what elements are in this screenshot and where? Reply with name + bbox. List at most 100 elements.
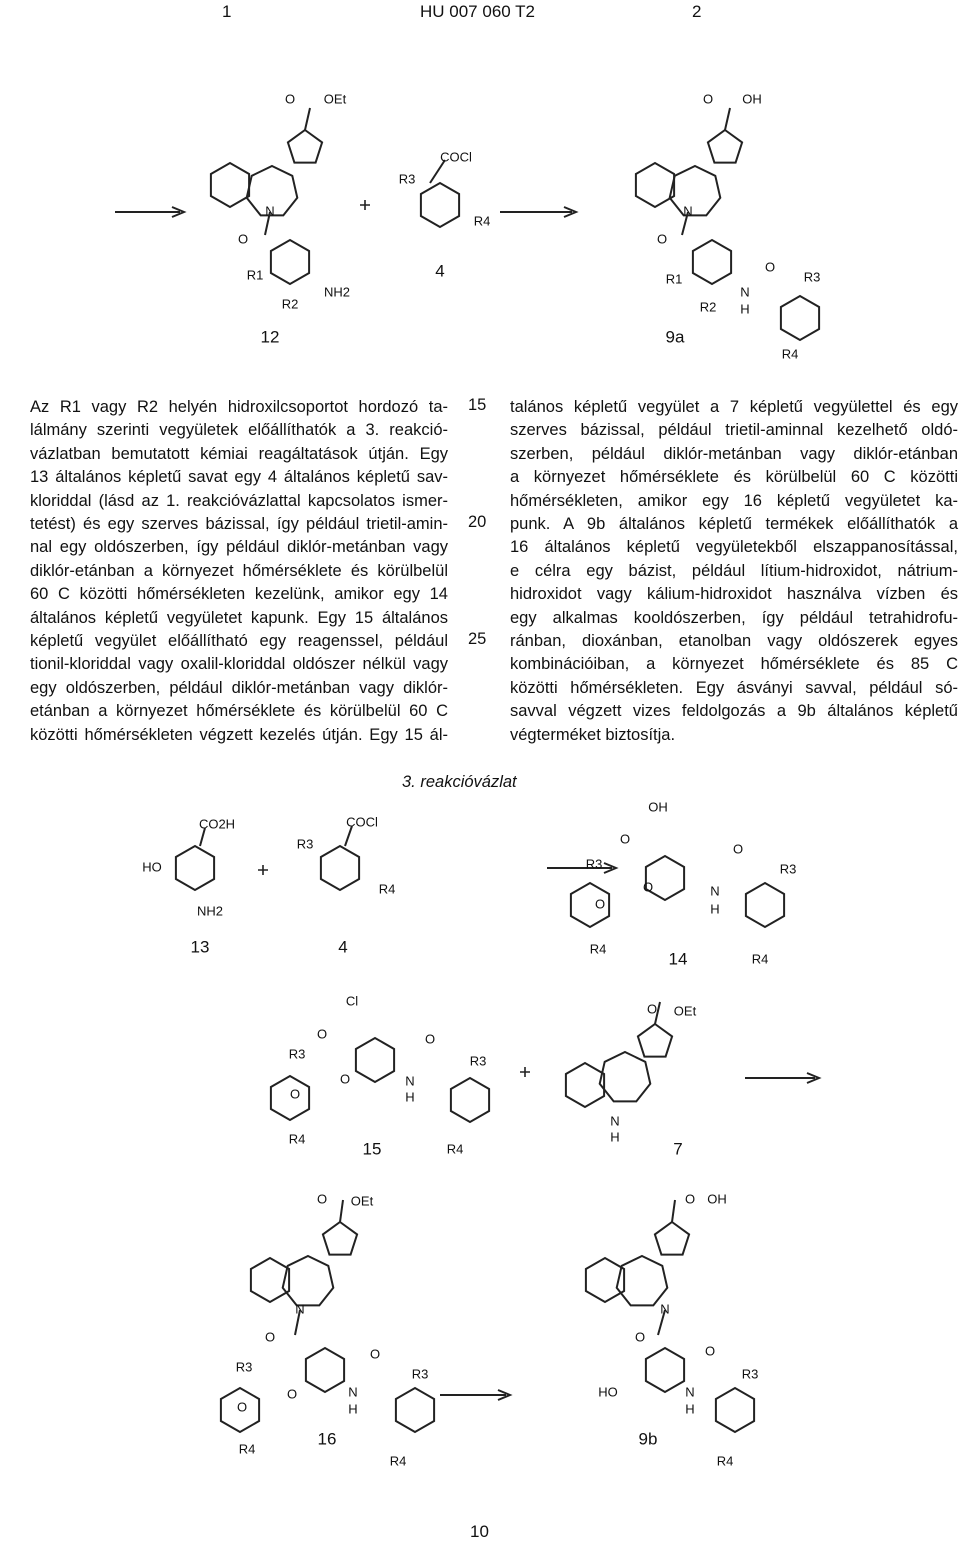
bond — [681, 211, 689, 236]
compound-number: 4 — [435, 261, 444, 280]
atom-label: H — [405, 1089, 414, 1104]
atom-label: O — [237, 1399, 247, 1414]
ring — [281, 1254, 335, 1307]
text-line: a környezet hőmérséklete és körülbelül 6… — [510, 468, 958, 487]
atom-label: O — [643, 879, 653, 894]
ring — [615, 1254, 669, 1307]
ring — [321, 1220, 359, 1256]
atom-label: COCl — [346, 814, 378, 829]
text-line: hőmérsékleten, amikor egy 16 képletű veg… — [510, 491, 958, 510]
atom-label: R4 — [390, 1453, 407, 1468]
text-line: hidroxidot vagy kálium-hidroxidot haszná… — [510, 585, 958, 604]
atom-label: R4 — [447, 1141, 464, 1156]
atom-label: OH — [648, 799, 668, 814]
ring — [564, 1061, 606, 1109]
text-line: diklór-etánban a környezet hőmérséklete … — [30, 561, 448, 580]
atom-label: N — [405, 1073, 414, 1088]
atom-label: HO — [142, 859, 162, 874]
ring — [319, 844, 361, 892]
atom-label: NH2 — [324, 284, 350, 299]
ring — [644, 1346, 686, 1394]
atom-label: R2 — [700, 299, 717, 314]
atom-label: H — [348, 1401, 357, 1416]
atom-label: R4 — [239, 1441, 256, 1456]
ring — [634, 161, 676, 209]
bond — [429, 159, 446, 184]
ring — [354, 1036, 396, 1084]
atom-label: O — [265, 1329, 275, 1344]
ring — [636, 1022, 674, 1058]
atom-label: R3 — [289, 1046, 306, 1061]
atom-label: R3 — [804, 269, 821, 284]
atom-label: R4 — [379, 881, 396, 896]
text-line: szerves bázissal, például trietil-aminna… — [510, 421, 958, 440]
ring — [644, 854, 686, 902]
atom-label: O — [620, 831, 630, 846]
atom-label: O — [285, 91, 295, 106]
page-number: 10 — [470, 1522, 489, 1541]
atom-label: R1 — [247, 267, 264, 282]
compound-number: 12 — [261, 327, 280, 346]
atom-label: R4 — [289, 1131, 306, 1146]
text-line: talános képletű vegyület a 7 képletű veg… — [510, 398, 958, 416]
ring — [269, 1074, 311, 1122]
atom-label: R3 — [586, 856, 603, 871]
compound-number: 13 — [191, 937, 210, 956]
text-line: közötti hőmérsékleten végzett kezelés út… — [30, 725, 448, 744]
atom-label: OH — [742, 91, 762, 106]
text-line: egy alkalmas kooldószerben, így például … — [510, 608, 958, 627]
bond — [264, 211, 271, 236]
atom-label: O — [705, 1343, 715, 1358]
text-line: vázlatban bemutatott kémiai reagáltatáso… — [30, 444, 448, 463]
text-line: általános képletű vegyületet kapunk. Egy… — [30, 608, 448, 627]
ring — [706, 128, 744, 164]
bond — [294, 1309, 301, 1336]
ring — [449, 1076, 491, 1124]
atom-label: O — [703, 91, 713, 106]
atom-label: OH — [707, 1191, 727, 1206]
atom-label: R3 — [470, 1053, 487, 1068]
ring — [714, 1386, 756, 1434]
atom-label: N — [740, 284, 749, 299]
text-line: tionil-kloriddal vagy oxalil-kloriddal o… — [30, 655, 448, 674]
text-line: képletű vegyület előállítható egy reagen… — [30, 632, 448, 651]
atom-label: R4 — [717, 1453, 734, 1468]
atom-label: O — [317, 1191, 327, 1206]
atom-label: O — [317, 1026, 327, 1041]
ring — [744, 881, 786, 929]
atom-label: N — [710, 883, 719, 898]
bond — [657, 1309, 666, 1336]
right-column: talános képletű vegyület a 7 képletű veg… — [510, 396, 958, 747]
compound-number: 9a — [666, 327, 685, 346]
atom-label: H — [610, 1129, 619, 1144]
atom-label: NH2 — [197, 903, 223, 918]
atom-label: O — [340, 1071, 350, 1086]
atom-label: R4 — [474, 213, 491, 228]
atom-label: CO2H — [199, 816, 235, 831]
atom-label: N — [295, 1301, 304, 1316]
ring — [584, 1256, 626, 1304]
compound-number: 16 — [318, 1429, 337, 1448]
atom-label: HO — [598, 1384, 618, 1399]
header-right: 2 — [692, 2, 702, 21]
ring — [174, 844, 216, 892]
atom-label: R4 — [752, 951, 769, 966]
text-line: 13 általános képletű savat egy 4 általán… — [30, 468, 448, 487]
atom-label: R4 — [590, 941, 607, 956]
text-line: kloriddal (lásd az 1. reakcióvázlattal k… — [30, 491, 448, 510]
text-line: egy oldószerben, például diklór-metánban… — [30, 678, 448, 697]
compound-number: 7 — [673, 1139, 682, 1158]
text-line: punk. A 9b általános képletű termékek el… — [510, 515, 958, 534]
atom-label: R3 — [780, 861, 797, 876]
atom-label: R3 — [742, 1366, 759, 1381]
ring — [304, 1346, 346, 1394]
atom-label: O — [290, 1086, 300, 1101]
atom-label: H — [685, 1401, 694, 1416]
atom-label: COCl — [440, 149, 472, 164]
line-number: 20 — [468, 513, 487, 531]
atom-label: O — [425, 1031, 435, 1046]
ring — [245, 164, 299, 217]
atom-label: O — [635, 1329, 645, 1344]
compound-number: 4 — [338, 937, 347, 956]
compound-number: 9b — [639, 1429, 658, 1448]
